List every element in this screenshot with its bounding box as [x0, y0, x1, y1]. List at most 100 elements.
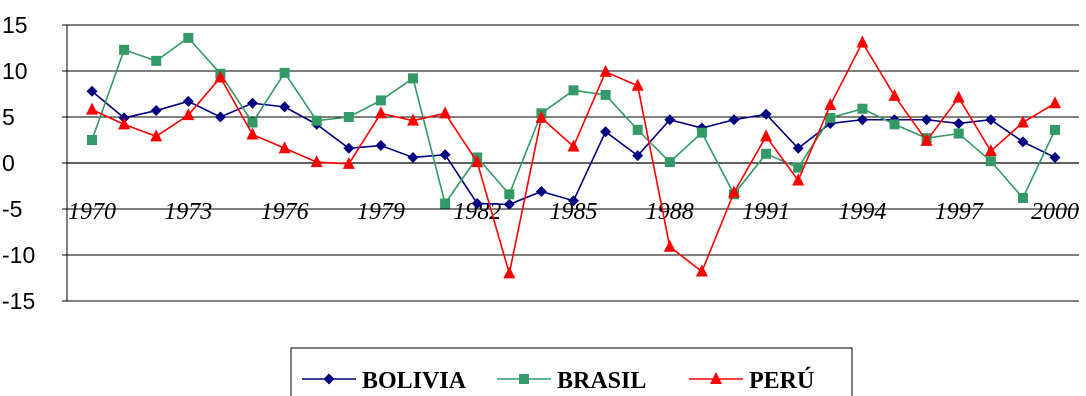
data-point — [87, 135, 97, 145]
x-axis: 1970 1973 1976 1979 1982 1985 1988 1991 1994 1997… — [67, 162, 1079, 225]
x-tick-label: 1988 — [646, 199, 694, 225]
y-tick-label: 10 — [2, 58, 28, 84]
data-point — [695, 264, 708, 277]
series-line — [91, 36, 1056, 206]
data-point — [1049, 151, 1061, 163]
series-line — [91, 40, 1056, 274]
data-point — [888, 88, 901, 101]
data-point — [696, 127, 707, 138]
data-point — [535, 186, 547, 198]
data-point — [279, 67, 290, 78]
data-point — [1050, 124, 1060, 135]
data-point — [1017, 136, 1029, 148]
data-point — [568, 85, 579, 96]
y-tick-label: -10 — [2, 242, 35, 268]
data-point — [408, 73, 418, 84]
data-point — [183, 32, 194, 43]
data-point — [247, 117, 258, 128]
data-point — [1016, 115, 1029, 128]
data-point — [471, 197, 483, 209]
data-point — [503, 266, 516, 279]
legend-label: PERÚ — [749, 368, 814, 394]
x-tick-label: 1991 — [742, 199, 790, 225]
data-point — [440, 198, 451, 209]
data-point — [407, 113, 419, 126]
y-axis: 15 10 5 0 -5 -10 -15 — [2, 12, 68, 314]
data-point — [952, 90, 965, 103]
x-tick-label: 1994 — [838, 199, 886, 225]
data-point — [825, 112, 836, 123]
data-point — [504, 189, 515, 200]
data-point — [439, 149, 451, 161]
legend-item-bolivia: BOLIVIA — [302, 368, 467, 394]
data-point — [599, 64, 612, 77]
legend: BOLIVIA BRASIL PERÚ — [290, 347, 853, 396]
data-point — [503, 198, 515, 210]
data-point — [535, 110, 548, 123]
y-tick-label: 15 — [2, 12, 28, 38]
data-point — [728, 185, 740, 198]
data-point — [760, 129, 773, 142]
y-tick-label: 5 — [2, 104, 15, 130]
data-point — [600, 89, 611, 100]
legend-label: BOLIVIA — [362, 368, 467, 394]
legend-item-brasil: BRASIL — [497, 368, 646, 394]
y-tick-label: 0 — [2, 150, 15, 176]
data-point — [663, 239, 676, 252]
data-point — [86, 102, 98, 115]
data-point — [214, 111, 226, 123]
legend-marker — [323, 373, 335, 385]
y-tick-label: -5 — [2, 196, 22, 222]
data-point — [247, 97, 258, 109]
y-tick-label: -15 — [2, 288, 35, 314]
data-point — [792, 142, 804, 154]
data-point — [632, 124, 643, 135]
data-point — [246, 127, 259, 140]
series-perú — [86, 35, 1061, 279]
data-point — [761, 148, 772, 159]
x-tick-label: 1997 — [935, 199, 984, 225]
data-point — [857, 103, 868, 114]
data-point — [182, 108, 195, 121]
data-point — [342, 156, 355, 169]
data-point — [1017, 192, 1028, 203]
data-point — [471, 155, 484, 168]
data-point — [1049, 96, 1061, 109]
x-tick-label: 2000 — [1031, 199, 1079, 225]
data-point — [151, 55, 162, 66]
data-point — [150, 105, 162, 117]
data-point — [632, 150, 644, 162]
data-point — [375, 95, 386, 106]
data-point — [953, 117, 965, 129]
data-point — [984, 144, 997, 157]
data-point — [439, 106, 452, 119]
data-point — [407, 151, 419, 163]
data-point — [921, 114, 933, 126]
data-point — [856, 114, 868, 126]
data-point — [664, 114, 676, 126]
data-point — [374, 106, 387, 119]
data-point — [600, 126, 612, 138]
data-point — [343, 142, 355, 154]
data-point — [182, 95, 194, 107]
data-point — [889, 119, 900, 130]
data-point — [214, 70, 227, 83]
legend-marker — [519, 374, 529, 384]
data-point — [760, 108, 772, 120]
legend-label: BRASIL — [557, 368, 646, 394]
data-point — [985, 114, 997, 126]
data-point — [664, 157, 675, 168]
data-point — [793, 162, 804, 173]
data-point — [856, 35, 869, 48]
data-point — [119, 44, 130, 55]
legend-box — [290, 347, 853, 396]
x-tick-label: 1973 — [164, 199, 212, 225]
data-point — [150, 129, 163, 142]
data-point — [278, 141, 291, 154]
data-point — [728, 114, 740, 126]
data-point — [279, 101, 291, 113]
data-point — [311, 115, 322, 126]
legend-marker — [710, 372, 722, 384]
data-point — [920, 133, 933, 146]
data-point — [792, 173, 805, 186]
